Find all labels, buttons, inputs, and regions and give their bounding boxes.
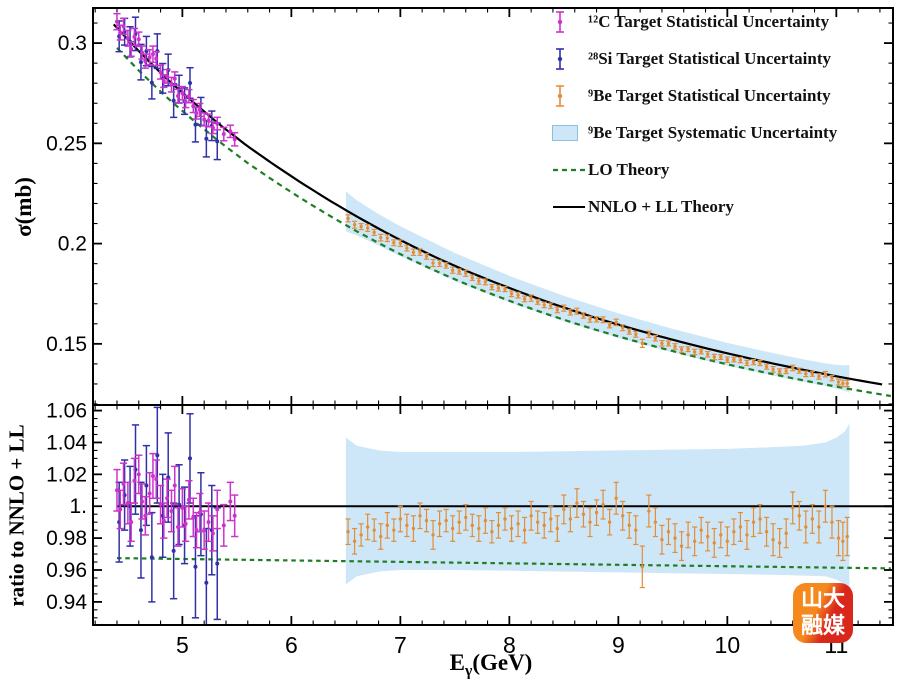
- tick-label: 0.96: [46, 559, 87, 582]
- lo-ratio-line-bottom: [116, 557, 891, 570]
- c12-errorbar-icon: [552, 10, 588, 34]
- tick-label: 9: [612, 632, 625, 658]
- tick-label: 1.: [69, 495, 87, 518]
- tick-label: 8: [503, 632, 516, 658]
- watermark-logo-line1: 山大: [800, 587, 845, 612]
- top-panel-content: [112, 12, 892, 398]
- series-Be9-top: [345, 214, 850, 388]
- tick-label: 0.98: [46, 527, 87, 550]
- tick-label: 6: [285, 632, 298, 658]
- legend-label-nnlo: NNLO + LL Theory: [588, 197, 734, 216]
- legend-label-c12: ¹²C Target Statistical Uncertainty: [588, 12, 830, 31]
- tick-label: 10: [715, 632, 741, 658]
- watermark-logo-line2: 融媒: [800, 614, 845, 639]
- series-Be9-bottom: [345, 481, 850, 589]
- legend-label-si28: ²⁸Si Target Statistical Uncertainty: [588, 49, 831, 68]
- tick-label: 1.04: [46, 431, 87, 454]
- tick-label: 0.3: [58, 32, 87, 55]
- legend-item-si28: ²⁸Si Target Statistical Uncertainty: [552, 48, 837, 70]
- legend-item-band: ⁹Be Target Systematic Uncertainty: [552, 122, 837, 144]
- series-Si28-top: [115, 16, 221, 161]
- bottom-y-axis-label: ratio to NNLO + LL: [4, 424, 29, 607]
- axes: 5 6 7 8 9 10 110.30.250.20.151.061.041.021.0.9…: [46, 7, 894, 658]
- legend: ¹²C Target Statistical Uncertainty ²⁸Si …: [552, 11, 837, 218]
- legend-item-nnlo: NNLO + LL Theory: [552, 196, 837, 218]
- tick-label: 0.94: [46, 591, 87, 614]
- x-axis-label: Eγ(GeV): [421, 650, 561, 681]
- tick-label: 0.2: [58, 233, 87, 256]
- tick-label: 7: [394, 632, 407, 658]
- legend-item-c12: ¹²C Target Statistical Uncertainty: [552, 11, 837, 33]
- legend-label-lo: LO Theory: [588, 160, 670, 179]
- band-swatch-icon: [552, 125, 578, 141]
- series-C12-top: [113, 12, 239, 147]
- tick-label: 1.02: [46, 463, 87, 486]
- series-C12-bottom: [113, 452, 239, 552]
- legend-item-lo: LO Theory: [552, 159, 837, 181]
- tick-label: 1.06: [46, 400, 87, 423]
- systematic-band-top: [345, 191, 850, 393]
- tick-label: 0.25: [46, 132, 87, 155]
- x-axis-label-units: (GeV): [472, 650, 533, 675]
- tick-label: 5: [176, 632, 189, 658]
- lo-dashed-line-icon: [552, 167, 588, 173]
- tick-label: 0.15: [46, 333, 87, 356]
- bottom-panel-content: [113, 406, 893, 625]
- nnlo-solid-line-icon: [552, 204, 588, 210]
- si28-errorbar-icon: [552, 47, 588, 71]
- watermark-logo: 山大 融媒: [793, 583, 853, 643]
- legend-item-be9: ⁹Be Target Statistical Uncertainty: [552, 85, 837, 107]
- lo-curve-top: [116, 47, 892, 398]
- x-axis-label-symbol: E: [449, 650, 465, 675]
- legend-label-be9: ⁹Be Target Statistical Uncertainty: [588, 86, 831, 105]
- be9-errorbar-icon: [552, 84, 588, 108]
- x-axis-label-subscript: γ: [465, 662, 473, 680]
- bottom-panel-frame: [92, 404, 894, 626]
- legend-label-band: ⁹Be Target Systematic Uncertainty: [588, 123, 838, 142]
- top-y-axis-label: σ(mb): [11, 177, 36, 237]
